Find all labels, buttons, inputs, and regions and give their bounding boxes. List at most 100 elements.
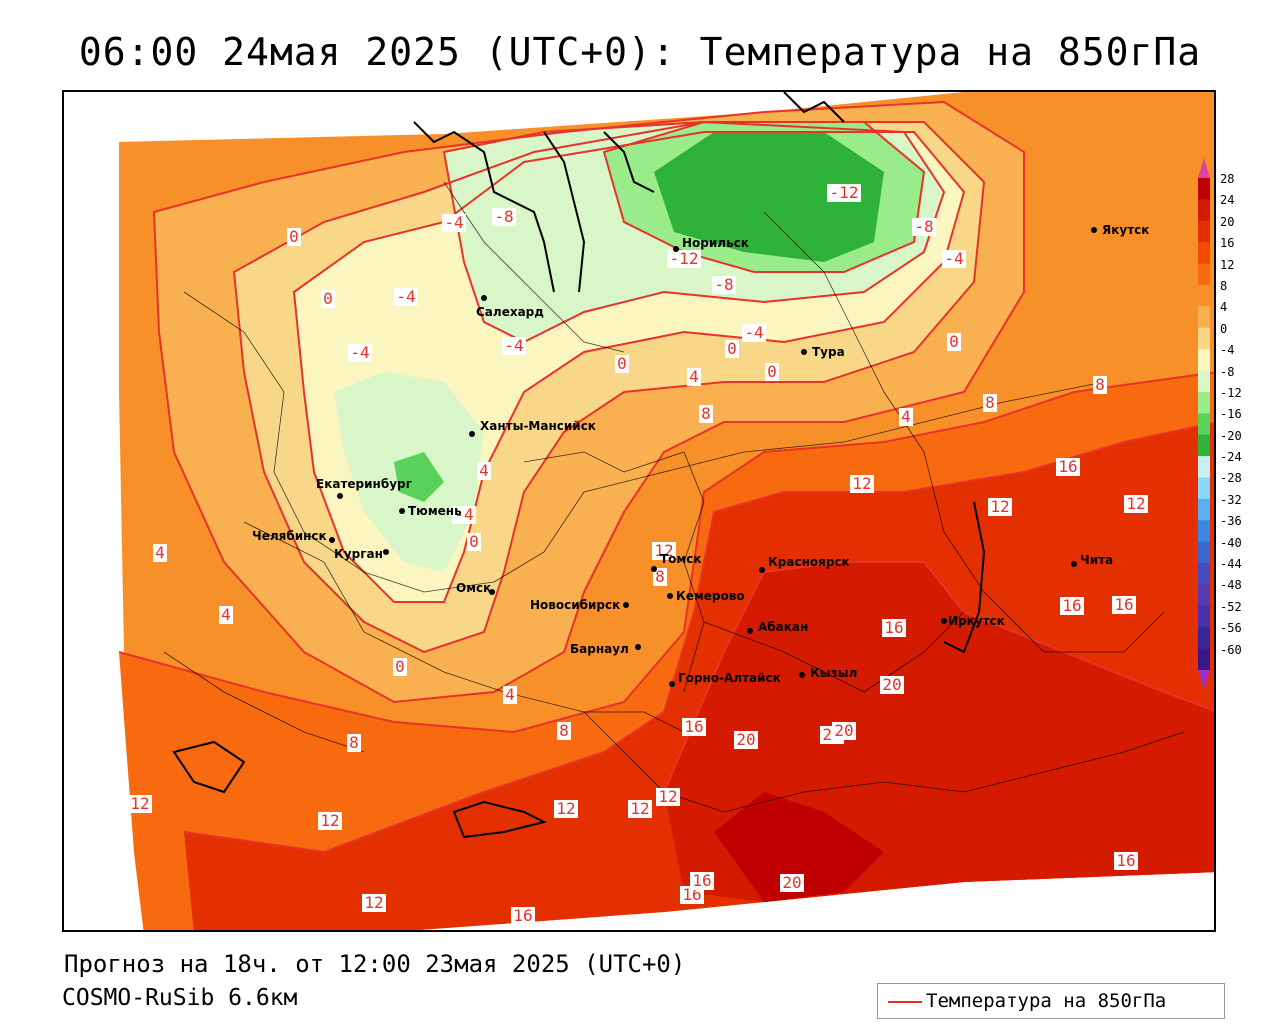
city-dot [801, 349, 807, 355]
isoline-label: 8 [559, 721, 569, 740]
isoline-label: -4 [504, 336, 523, 355]
isoline-label-bg [153, 544, 167, 562]
isoline-label: 12 [320, 811, 339, 830]
colorbar-tick-label: -4 [1220, 343, 1235, 358]
isoline-label-bg [983, 394, 997, 412]
city-dot [651, 566, 657, 572]
isoline-label-bg [557, 722, 571, 740]
colorbar-swatch [1198, 563, 1210, 585]
isoline-label: 16 [1116, 851, 1135, 870]
city-label: Иркутск [948, 614, 1005, 628]
isoline-label: 0 [395, 657, 405, 676]
colorbar-tick-label: 16 [1220, 236, 1235, 251]
isoline-label: 16 [1062, 596, 1081, 615]
colorbar-swatch [1198, 648, 1210, 671]
colorbar-tick-label: -20 [1220, 428, 1242, 443]
colorbar-swatch [1198, 199, 1210, 222]
zone-24 [714, 792, 884, 902]
city-dot [489, 589, 495, 595]
city-label: Чита [1080, 553, 1113, 567]
isoline-label-bg [128, 795, 152, 813]
city-dot [337, 493, 343, 499]
city-dot [1091, 227, 1097, 233]
isoline-label: 16 [884, 618, 903, 637]
city-label: Тюмень [408, 504, 462, 518]
isoline-label: 12 [556, 799, 575, 818]
isoline-label: 8 [985, 393, 995, 412]
colorbar-tick-label: 28 [1220, 172, 1235, 186]
admin-borders [163, 181, 1185, 813]
colorbar-swatch [1198, 456, 1210, 478]
isoline-label: 8 [701, 404, 711, 423]
colorbar-tick-label: -16 [1220, 407, 1242, 422]
isoline-label: 4 [689, 367, 699, 386]
isoline-label: -12 [670, 249, 699, 268]
isoline-label: -8 [714, 275, 733, 294]
colorbar-swatch [1198, 178, 1210, 200]
isoline-label: -12 [830, 183, 859, 202]
isoline-label-bg [947, 333, 961, 351]
city-label: Екатеринбург [316, 477, 412, 491]
city-label: Якутск [1102, 223, 1149, 237]
isoline-label-bg [682, 718, 706, 736]
isoline-label: 16 [1058, 457, 1077, 476]
isoline-label: 8 [349, 733, 359, 752]
zone-minus12-west [394, 452, 444, 502]
city-label: Кызыл [810, 666, 857, 680]
isoline-label-bg [667, 250, 701, 268]
isoline-label: 12 [852, 474, 871, 493]
isoline-label: -4 [444, 213, 463, 232]
colorbar-swatch [1198, 541, 1210, 564]
isoline-label: -4 [350, 343, 369, 362]
isoline-label-bg [452, 506, 476, 524]
isoline-label-bg [734, 731, 758, 749]
city-label: Ханты-Мансийск [480, 419, 596, 433]
colorbar-tick-label: -32 [1220, 492, 1242, 507]
isoline-labels: -12 -12 -8 -8 -8 -4 -4 -4 -4 -4 -4 -4 0 0 0 0 0 0 0 0 4 4 4 4 4 4… [128, 183, 1148, 925]
isoline-label: 4 [505, 685, 515, 704]
isoline-label: 16 [513, 906, 532, 925]
isoline-label-bg [348, 344, 372, 362]
isoline-label-bg [882, 619, 906, 637]
zone-minus16 [654, 132, 884, 262]
isoline-label-bg [1114, 852, 1138, 870]
colorbar-tick-label: -44 [1220, 557, 1242, 572]
colorbar-tick-label: 0 [1220, 321, 1228, 336]
city-label: Салехард [476, 305, 544, 319]
isoline-label-bg [321, 290, 335, 308]
coastlines [172, 92, 986, 839]
isoline-label-bg [511, 907, 535, 925]
isoline-label-bg [1056, 458, 1080, 476]
isoline-label-bg [699, 405, 713, 423]
city-dot [941, 618, 947, 624]
city-label: Кемерово [676, 589, 745, 603]
forecast-subtitle: Прогноз на 18ч. от 12:00 23мая 2025 (UTC… [64, 950, 686, 978]
colorbar-bottom-arrow [1198, 670, 1210, 690]
isoline-label: 0 [727, 339, 737, 358]
temperature-map: -12 -12 -8 -8 -8 -4 -4 -4 -4 -4 -4 -4 0 0 0 0 0 0 0 0 4 4 4 4 4 4… [62, 90, 1216, 932]
isoline-label: -4 [944, 249, 963, 268]
isoline-label: 20 [882, 675, 901, 694]
isoline-label-bg [1124, 495, 1148, 513]
legend-label: Температура на 850гПа [926, 990, 1167, 1012]
colorbar-tick-label: -48 [1220, 578, 1242, 593]
isoline-label-bg [656, 788, 680, 806]
colorbar-tick-label: -40 [1220, 535, 1242, 550]
isoline-label-bg [942, 250, 966, 268]
colorbar-tick-label: 24 [1220, 193, 1235, 208]
city-label: Барнаул [570, 642, 629, 656]
isoline-label-bg [899, 408, 913, 426]
isoline-label: 12 [990, 497, 1009, 516]
temperature-colorbar [1198, 158, 1210, 690]
city-label: Норильск [682, 236, 749, 250]
isoline-label-bg [832, 722, 856, 740]
isoline-label: 16 [692, 871, 711, 890]
colorbar-tick-label: -60 [1220, 642, 1242, 657]
isoline-label: 20 [834, 721, 853, 740]
isotherms [118, 100, 1214, 854]
isoline-label-bg [850, 475, 874, 493]
isoline-label-bg [687, 368, 701, 386]
colorbar-tick-label: -8 [1220, 364, 1235, 379]
isoline-label-bg [394, 288, 418, 306]
colorbar-swatch [1198, 220, 1210, 243]
